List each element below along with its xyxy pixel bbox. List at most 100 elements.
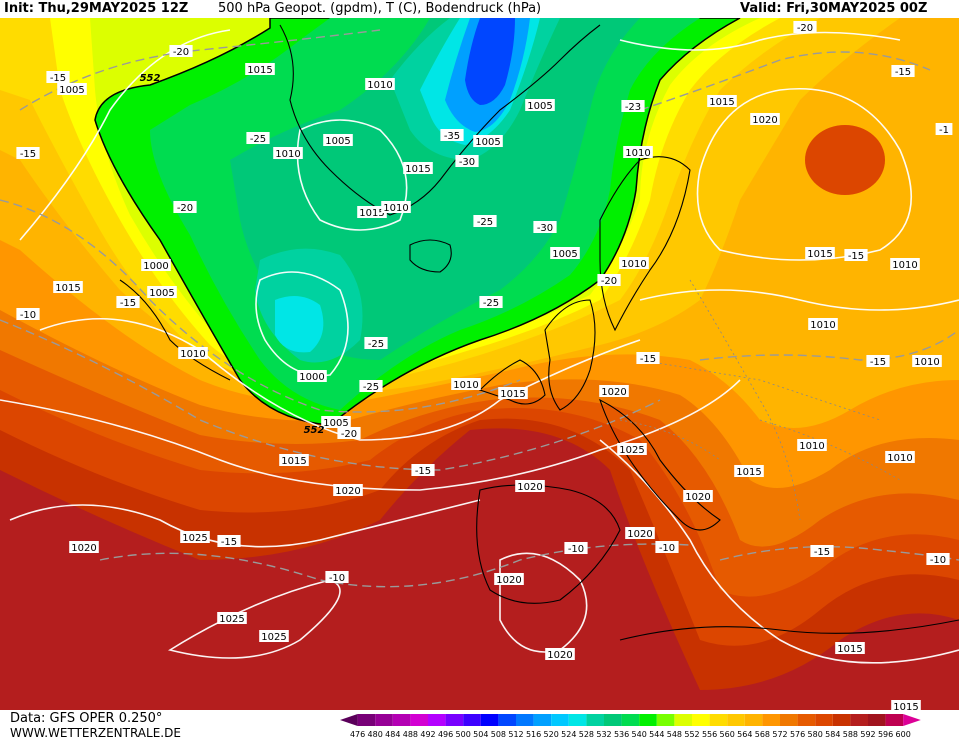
temperature-label-text: -10 [20,310,36,321]
pressure-label-box [451,378,481,390]
isotherms [0,29,959,588]
geopotential-label-text: 552 [140,73,161,84]
pressure-label-text: 1015 [893,702,918,710]
temperature-label: -15 [891,65,915,78]
pressure-label-text: 1025 [619,445,644,456]
legend-swatch [815,714,833,726]
temperature-label: -10 [564,542,588,555]
pressure-label: 1010 [808,318,838,331]
legend-tick-label: 548 [667,730,682,739]
pressure-label: 1020 [515,480,545,493]
temperature-label-text: -15 [20,149,36,160]
temperature-label-text: -20 [173,47,189,58]
pressure-label-text: 1010 [892,260,917,271]
pressure-label: 1005 [473,135,503,148]
temperature-label: -25 [359,380,383,393]
temperature-label: -10 [926,553,950,566]
temperature-label-box [359,380,383,392]
website-label: WWW.WETTERZENTRALE.DE [10,726,181,740]
legend-tick-label: 556 [702,730,717,739]
temperature-label-box [217,535,241,547]
pressure-label-box [494,573,524,585]
legend-tick-label: 540 [632,730,647,739]
legend-tick-label: 508 [491,730,506,739]
temperature-label: -25 [479,296,503,309]
temperature-label: -20 [793,21,817,34]
high-core-584 [805,125,885,195]
temperature-label: -15 [844,249,868,262]
temperature-label-box [810,545,834,557]
temperature-label-box [173,201,197,213]
trough-532 [275,296,324,353]
pressure-label-box [297,370,327,382]
legend-tick-label: 560 [720,730,735,739]
greenland-coast [279,24,601,216]
pressure-label-box [357,206,387,218]
temperature-label-box [844,249,868,261]
temperature-label-text: -15 [221,537,237,548]
legend-swatch [780,714,798,726]
coastlines [119,24,959,641]
pressure-label-box [890,258,920,270]
pressure-label-text: 1020 [517,482,542,493]
pressure-label-text: 1010 [275,149,300,160]
pressure-label-box [365,78,395,90]
temperature-label-box [473,215,497,227]
legend-tick-label: 600 [896,730,911,739]
temperature-label-box [337,427,361,439]
pressure-label-box [550,247,580,259]
legend-tick-label: 528 [579,730,594,739]
temperature-label: -15 [16,147,40,160]
temperature-label: -25 [246,132,270,145]
temperature-label: -23 [621,100,645,113]
legend-swatch [410,714,428,726]
pressure-label-box [835,642,865,654]
pressure-label-box [808,318,838,330]
legend-tick-label: 552 [684,730,699,739]
pressure-label: 1005 [321,416,351,429]
legend-swatch [885,714,904,726]
pressure-label-text: 1015 [281,456,306,467]
temperature-label: -20 [597,274,621,287]
pressure-label: 1025 [617,443,647,456]
pressure-label: 1015 [805,247,835,260]
legend-tick-label: 536 [614,730,629,739]
pressure-label-text: 1010 [621,259,646,270]
pressure-label-box [333,484,363,496]
temperature-label-text: -35 [444,131,460,142]
pressure-label: 1015 [245,63,275,76]
temperature-label: -15 [46,71,70,84]
temperature-label-text: -15 [120,298,136,309]
pressure-label-box [750,113,780,125]
pressure-label: 1010 [885,451,915,464]
pressure-label-box [57,83,87,95]
temperature-label-box [169,45,193,57]
pressure-label: 1025 [259,630,289,643]
pressure-label: 1020 [625,527,655,540]
pressure-label-box [147,286,177,298]
pressure-label: 1010 [451,378,481,391]
pressure-label-text: 1015 [709,97,734,108]
pressure-label-box [599,385,629,397]
legend-tick-label: 568 [755,730,770,739]
legend-swatch [692,714,710,726]
pressure-label: 1010 [912,355,942,368]
pressure-label-box [623,146,653,158]
pressure-label-box [178,347,208,359]
pressure-label: 1020 [69,541,99,554]
pressure-label: 1000 [141,259,171,272]
temperature-label-text: -10 [329,573,345,584]
legend-swatch [480,714,499,726]
legend-tick-label: 572 [772,730,787,739]
temperature-label-box [926,553,950,565]
temperature-label-box [935,123,953,135]
geopotential-label: 552 [304,425,325,436]
map-labels: 1015 1005 1010 1005 1015 1020 1005 1010 1005 1015… [16,21,953,710]
pressure-label: 1010 [381,201,411,214]
geopotential-label: 552 [140,73,161,84]
legend-swatch [797,714,816,726]
legend-swatch [727,714,745,726]
legend-swatch [762,714,780,726]
pressure-label-text: 1015 [500,389,525,400]
legend-tick-label: 532 [596,730,611,739]
